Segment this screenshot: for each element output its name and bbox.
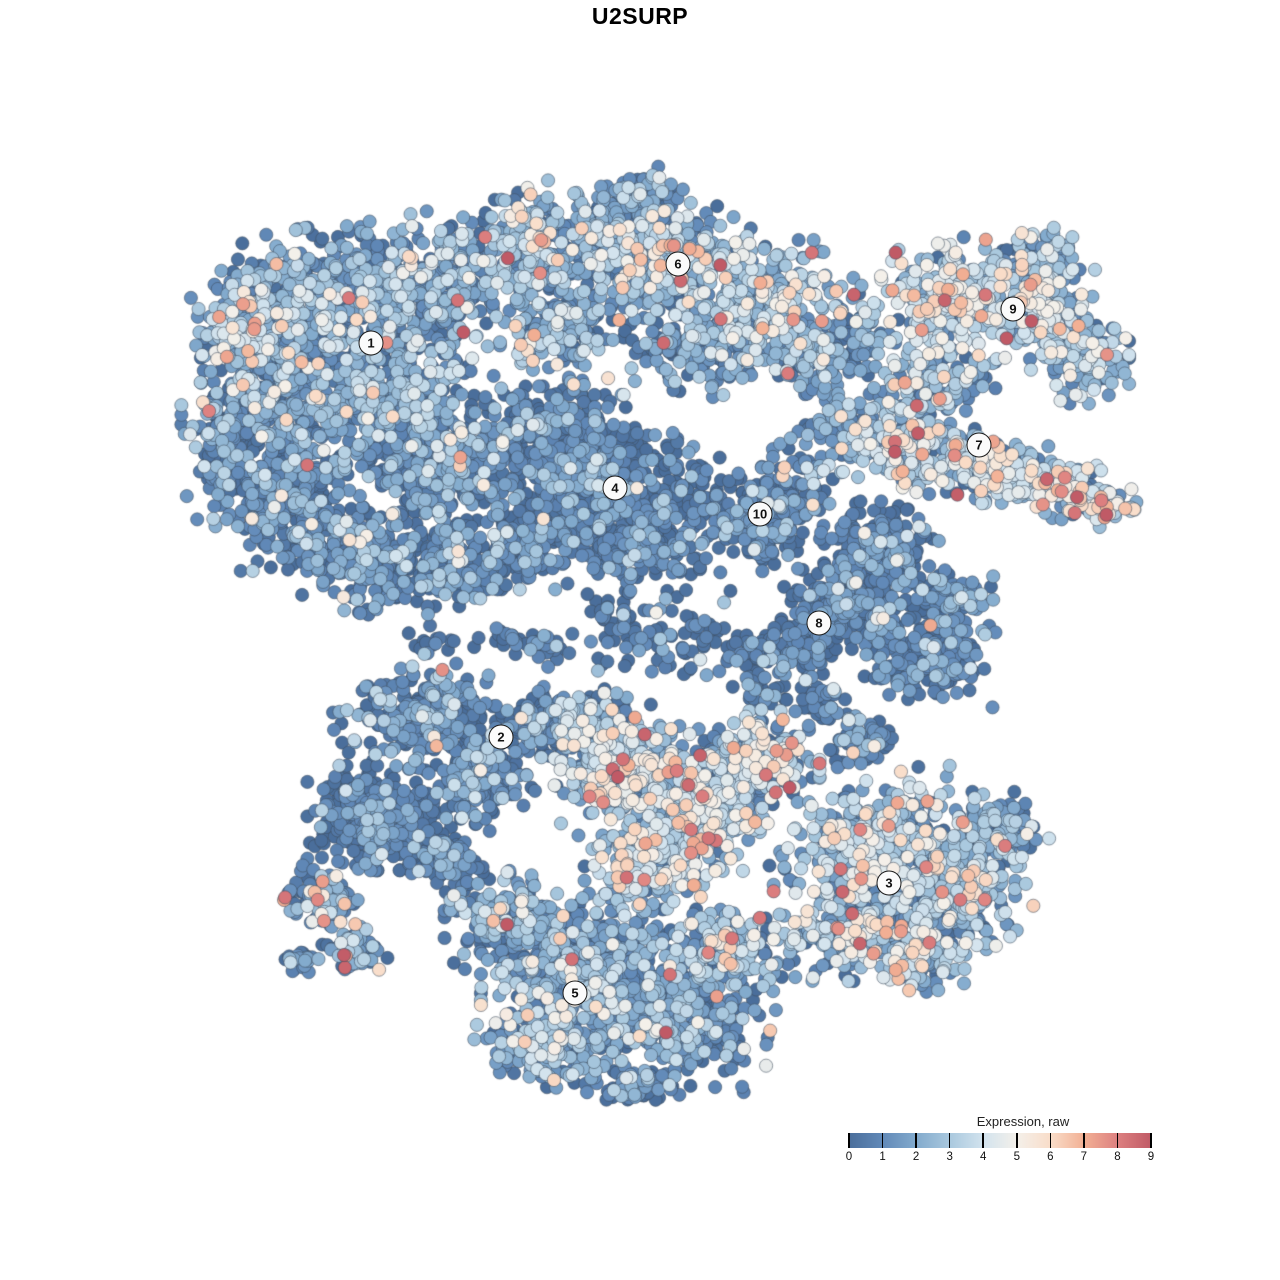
legend-tick-label: 9: [1147, 1151, 1155, 1163]
cluster-label-5[interactable]: 5: [562, 980, 588, 1006]
legend-tick: [915, 1133, 917, 1148]
legend-tick: [848, 1133, 850, 1148]
legend-tick: [1015, 1133, 1018, 1148]
legend-colorbar: [849, 1133, 1151, 1148]
legend-title: Expression, raw: [976, 1114, 1070, 1129]
legend-tick-label: 5: [1013, 1151, 1020, 1163]
legend-tick-label: 2: [912, 1151, 920, 1163]
legend-tick-label: 4: [980, 1151, 987, 1163]
cluster-label-9[interactable]: 9: [1000, 296, 1026, 322]
legend-tick-label: 0: [845, 1151, 853, 1163]
page-title: U2SURP: [591, 3, 689, 29]
legend-tick: [881, 1133, 884, 1148]
legend-tick: [1150, 1133, 1152, 1148]
legend-tick-label: 3: [946, 1151, 953, 1163]
cluster-label-2[interactable]: 2: [488, 724, 514, 750]
legend-tick: [1083, 1133, 1085, 1148]
legend-tick-label: 1: [879, 1151, 886, 1163]
legend-tick-label: 8: [1114, 1151, 1121, 1163]
cluster-label-4[interactable]: 4: [602, 475, 628, 501]
legend-tick: [948, 1133, 951, 1148]
legend-tick-label: 7: [1080, 1151, 1088, 1163]
legend-tick: [1049, 1133, 1052, 1148]
legend-tick: [982, 1133, 985, 1148]
legend-tick-label: 6: [1047, 1151, 1054, 1163]
cluster-label-6[interactable]: 6: [665, 251, 691, 277]
cluster-label-10[interactable]: 10: [747, 501, 773, 527]
cluster-label-1[interactable]: 1: [358, 330, 384, 356]
legend-tick: [1116, 1133, 1119, 1148]
cluster-label-7[interactable]: 7: [966, 432, 992, 458]
cluster-label-3[interactable]: 3: [876, 870, 902, 896]
cluster-label-8[interactable]: 8: [806, 610, 832, 636]
